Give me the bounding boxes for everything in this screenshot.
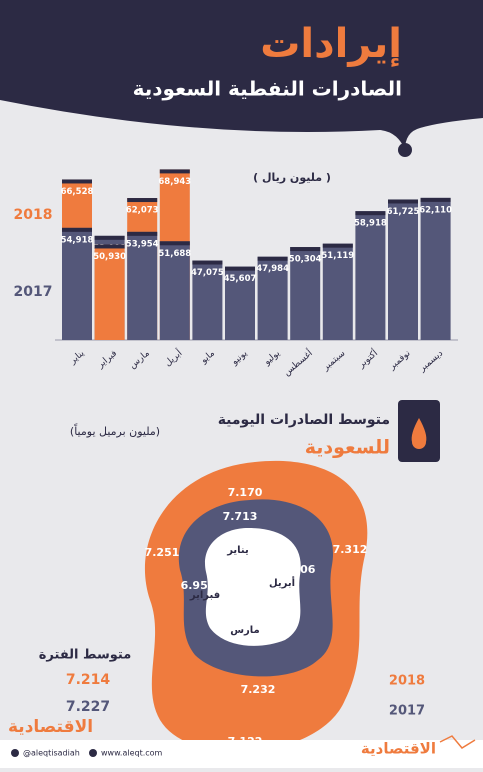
footer-twitter: @aleqtisadiah bbox=[23, 749, 80, 758]
value-label: 6.957 bbox=[181, 579, 216, 592]
value-label: 54,918 bbox=[61, 235, 94, 245]
bar bbox=[355, 211, 386, 340]
bar-cap bbox=[225, 266, 255, 271]
bar-cap bbox=[159, 241, 190, 246]
bar bbox=[420, 197, 451, 340]
bar bbox=[257, 256, 288, 340]
legend-label: 2017 bbox=[14, 284, 53, 300]
value-label: 68,943 bbox=[158, 177, 191, 187]
value-label: 7.251 bbox=[145, 546, 180, 559]
bar bbox=[192, 260, 223, 340]
value-label: 7.006 bbox=[281, 563, 316, 576]
bar bbox=[290, 247, 321, 340]
legend-label: 2018 bbox=[14, 207, 53, 223]
logo-line bbox=[439, 735, 476, 749]
bar-cap bbox=[127, 198, 158, 203]
radial-title-highlight: للسعودية bbox=[305, 437, 390, 459]
web-icon bbox=[89, 749, 97, 757]
value-label: 61,725 bbox=[387, 207, 420, 217]
bar-cap bbox=[420, 197, 451, 202]
bar-cap bbox=[322, 243, 353, 248]
bar-cap bbox=[127, 231, 158, 236]
value-label: 51,119 bbox=[321, 251, 354, 261]
footer-logo: الاقتصادية bbox=[8, 717, 93, 737]
radial-chart: متوسط الصادرات اليومية للسعودية (مليون برم… bbox=[39, 412, 425, 753]
footer-logo-right: الاقتصادية bbox=[361, 740, 436, 758]
bar bbox=[225, 266, 255, 340]
radial-title: متوسط الصادرات اليومية bbox=[218, 412, 390, 428]
month-label: يناير bbox=[226, 545, 249, 556]
bar bbox=[322, 243, 353, 340]
unit-label: (مليون برميل يومياً) bbox=[70, 423, 160, 438]
value-label: 47,075 bbox=[191, 268, 224, 278]
bar-cap bbox=[62, 227, 92, 232]
month-label: أبريل bbox=[269, 576, 295, 589]
year-label: 2018 bbox=[389, 674, 425, 689]
bar-cap bbox=[192, 260, 223, 265]
bar-cap bbox=[94, 235, 125, 240]
bar-cap bbox=[355, 211, 386, 216]
year-label: 2017 bbox=[389, 704, 425, 719]
twitter-icon bbox=[11, 749, 19, 757]
bar-cap bbox=[257, 256, 288, 261]
value-label: 50,930 bbox=[93, 252, 126, 262]
average-value: 7.227 bbox=[66, 699, 110, 715]
bar bbox=[159, 241, 190, 340]
value-label: 50,304 bbox=[289, 255, 322, 265]
average-label: متوسط الفترة bbox=[39, 648, 132, 663]
value-label: 47,984 bbox=[256, 264, 289, 274]
month-label: فبراير bbox=[189, 590, 220, 601]
center bbox=[205, 528, 301, 646]
unit-label: ( مليون ريال ) bbox=[253, 171, 331, 184]
value-label: 7.713 bbox=[223, 510, 258, 523]
average-value: 7.214 bbox=[66, 672, 111, 688]
value-label: 7.312 bbox=[333, 543, 368, 556]
header-title: إيرادات bbox=[260, 21, 402, 67]
bar bbox=[127, 231, 158, 340]
value-label: 53,954 bbox=[126, 239, 159, 249]
bar bbox=[62, 227, 92, 340]
value-label: 62,110 bbox=[419, 205, 452, 215]
bar-cap bbox=[290, 247, 321, 252]
value-label: 66,528 bbox=[61, 187, 94, 197]
bar-cap bbox=[94, 244, 125, 249]
bar bbox=[94, 244, 125, 340]
bar-cap bbox=[388, 199, 418, 204]
month-label: مارس bbox=[230, 625, 260, 636]
bar-cap bbox=[62, 179, 92, 184]
barrel-drop bbox=[411, 418, 427, 449]
header-band bbox=[0, 0, 483, 150]
bar-cap bbox=[159, 169, 190, 174]
value-label: 51,688 bbox=[158, 249, 191, 259]
oil-drop bbox=[398, 143, 412, 157]
value-label: 62,073 bbox=[126, 206, 159, 216]
bar bbox=[388, 199, 418, 340]
bar-chart: ( مليون ريال )2017201866,52854,918يناير5… bbox=[14, 169, 458, 378]
footer-band bbox=[0, 740, 483, 768]
footer-website: www.aleqt.com bbox=[101, 749, 163, 758]
value-label: 7.170 bbox=[228, 486, 263, 499]
value-label: 7.232 bbox=[241, 683, 276, 696]
value-label: 58,918 bbox=[354, 219, 387, 229]
header-subtitle: الصادرات النفطية السعودية bbox=[133, 77, 402, 101]
value-label: 45,607 bbox=[224, 274, 257, 284]
